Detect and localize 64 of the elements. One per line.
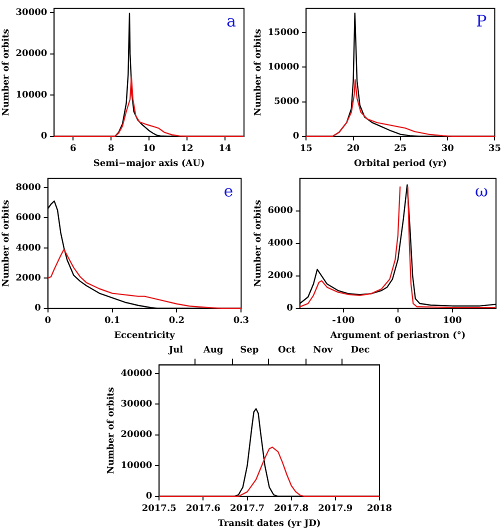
annotation: e [224,182,234,201]
x-tick-label: 6 [70,144,76,154]
y-tick-label: 0 [34,304,41,314]
y-tick-label: 10000 [16,90,48,100]
x-axis-title: Transit dates (yr JD) [218,518,321,529]
x-tick-label: 2017.6 [186,504,220,514]
x-tick-label: 35 [488,144,502,154]
annotation: a [226,12,236,31]
y-axis-title: Number of orbits [106,387,117,474]
x2-tick-label: Nov [313,346,334,356]
x2-tick-label: Dec [350,346,370,356]
x-tick-label: 2017.9 [318,504,353,514]
y-tick-label: 0 [146,492,152,502]
x-tick-label: 0.2 [168,316,185,326]
x-tick-label: 2017.8 [274,504,309,514]
y-tick-label: 10000 [268,62,300,73]
x2-tick-label: Aug [202,346,224,356]
y-tick-label: 0 [40,132,48,142]
x-tick-label: 2018 [366,504,392,514]
x-tick-label: 100 [443,316,462,326]
x-tick-label: 14 [218,144,232,154]
x-tick-label: 0.1 [104,316,120,326]
x2-tick-label: Jul [168,346,184,356]
annotation: ω [474,182,488,201]
y-tick-label: 0 [292,132,300,142]
y-tick-label: 20000 [120,430,152,440]
y-axis-title: Number of orbits [254,200,264,287]
y-tick-label: 30000 [16,8,48,18]
x-tick-label: 25 [394,144,407,154]
y-tick-label: 20000 [16,49,48,60]
x-tick-label: 2017.7 [230,504,264,514]
x-axis-title: Argument of periastron (°) [329,330,466,341]
y-tick-label: 10000 [120,460,152,471]
x2-tick-label: Oct [278,346,296,356]
y-axis-title: Number of orbits [254,28,264,116]
x-tick-label: 0.3 [233,316,250,326]
x-axis-title: Semi−major axis (AU) [93,158,205,169]
y-tick-label: 15000 [268,28,300,38]
y-tick-label: 2000 [16,274,41,284]
y-tick-label: 6000 [16,213,41,224]
y-tick-label: 30000 [120,400,152,410]
y-tick-label: 40000 [120,368,152,379]
x-tick-label: 10 [142,144,156,154]
y-tick-label: 0 [286,304,293,314]
x-tick-label: -100 [332,316,355,326]
x2-tick-label: Sep [240,346,259,356]
y-tick-label: 6000 [268,206,293,216]
y-axis-title: Number of orbits [2,28,12,116]
x-tick-label: 0 [394,316,402,326]
x-axis-title: Orbital period (yr) [354,158,447,169]
x-tick-label: 8 [108,144,114,154]
y-tick-label: 2000 [268,271,293,282]
y-tick-label: 4000 [268,238,293,249]
y-tick-label: 5000 [274,97,300,108]
x-tick-label: 2017.5 [142,504,176,514]
y-axis-title: Number of orbits [2,200,12,287]
y-tick-label: 4000 [16,243,41,254]
x-tick-label: 15 [300,144,312,154]
x-tick-label: 30 [441,144,454,154]
y-tick-label: 8000 [16,182,41,193]
x-tick-label: 12 [180,144,194,154]
x-axis-title: Eccentricity [114,330,176,341]
annotation: P [476,12,487,31]
x-tick-label: 20 [347,144,360,154]
